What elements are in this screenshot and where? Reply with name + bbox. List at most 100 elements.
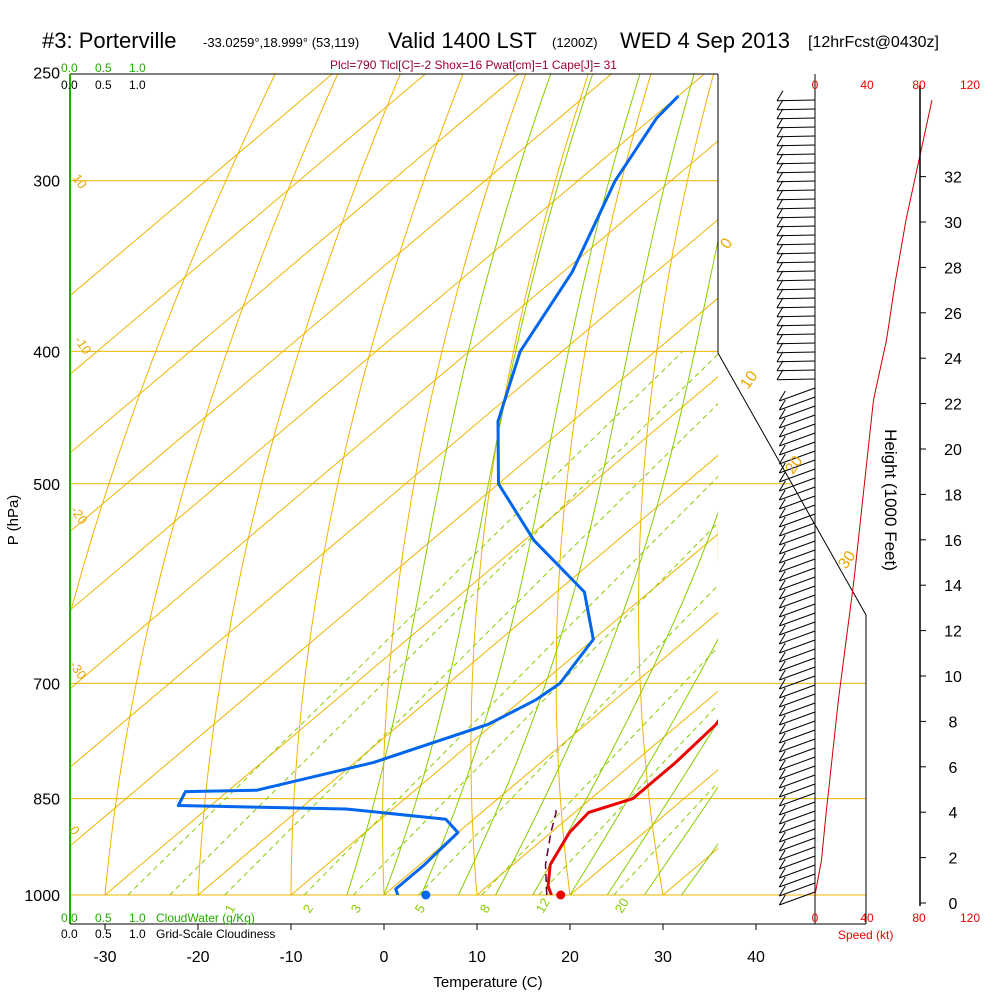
wind-barb-flag [778, 597, 786, 609]
wind-barb-flag [778, 741, 786, 753]
speed-top-tick-3: 120 [960, 78, 980, 92]
forecast-info: [12hrFcst@0430z] [808, 34, 939, 51]
wind-barb [776, 252, 816, 255]
wind-barb [779, 792, 816, 807]
dry-adiabat-line [638, 74, 715, 895]
wind-barb [776, 342, 816, 345]
wind-barb [776, 378, 816, 381]
wind-barb [779, 486, 816, 501]
wind-barb-flag [778, 885, 786, 897]
temperature-tick-label: 40 [747, 949, 765, 966]
height-tick-label: 0 [949, 896, 958, 913]
wind-barb-flag [778, 840, 786, 852]
wind-barb-flag [778, 660, 786, 672]
wind-barb [779, 855, 816, 870]
isotherm-line [70, 140, 718, 690]
speed-bottom-tick-0: 0 [812, 911, 819, 925]
wind-barb [779, 639, 816, 654]
wind-barb [779, 495, 816, 510]
wind-barb [776, 288, 816, 291]
cloudiness-top-tick-0: 0.0 [61, 78, 78, 92]
wind-barb-flag [776, 369, 784, 381]
height-axis-label: Height (1000 Feet) [881, 429, 900, 571]
wind-barb-flag [778, 750, 786, 762]
temperature-tick-label: 30 [654, 949, 672, 966]
wind-barb [779, 405, 816, 420]
wind-barb-flag [776, 324, 784, 336]
wind-barb-flag [776, 333, 784, 345]
height-tick-label: 30 [944, 215, 962, 232]
mixing-ratio-label: 5 [412, 902, 429, 916]
wind-barb-flag [778, 534, 786, 546]
wind-barb-flag [778, 867, 786, 879]
wind-barb [779, 666, 816, 681]
wind-barb [776, 369, 816, 372]
isotherm-label: 10 [70, 171, 91, 191]
mixing-ratio-line [224, 403, 718, 895]
mixing-ratio-label: 12 [533, 895, 553, 915]
dry-adiabat-label: 30 [835, 548, 859, 572]
wind-barb-flag [778, 435, 786, 447]
speed-top-tick-1: 40 [860, 78, 874, 92]
wind-barb-flag [778, 705, 786, 717]
wind-barb [779, 477, 816, 492]
mixing-ratio-label: 2 [300, 902, 317, 916]
wind-barb [779, 558, 816, 573]
wind-barb-flag [778, 732, 786, 744]
wind-barb-flag [778, 552, 786, 564]
moist-adiabats [346, 74, 718, 895]
cloudiness-top-tick-2: 1.0 [129, 78, 146, 92]
wind-barb [779, 864, 816, 879]
wind-barb [779, 675, 816, 690]
wind-barb [776, 360, 816, 363]
wind-barb-flag [778, 489, 786, 501]
dry-adiabat-line [470, 74, 589, 895]
wind-barb [779, 819, 816, 834]
isotherm-line [70, 218, 718, 769]
sounding-stats: Plcl=790 Tlcl[C]=-2 Shox=16 Pwat[cm]=1 C… [330, 58, 617, 72]
wind-barb [779, 801, 816, 816]
mixing-ratio-line [613, 781, 718, 895]
wind-barb-flag [778, 831, 786, 843]
wind-barb [776, 108, 816, 111]
moist-adiabat-line [420, 74, 641, 895]
wind-barb [776, 315, 816, 318]
wind-barb-flag [778, 561, 786, 573]
wind-barb [776, 126, 816, 129]
wind-barb-flag [778, 804, 786, 816]
temperature-line [546, 719, 718, 895]
wind-barb [776, 279, 816, 282]
wind-barb-flag [778, 669, 786, 681]
surface-markers [421, 890, 566, 900]
pressure-tick-label: 400 [33, 344, 60, 361]
dry-adiabat-line [290, 74, 464, 895]
wind-barb-flag [776, 342, 784, 354]
height-tick-label: 2 [949, 851, 958, 868]
wind-barb [776, 180, 816, 183]
moist-adiabat-line [495, 238, 718, 895]
wind-barb [776, 333, 816, 336]
wind-barb [776, 198, 816, 201]
wind-barb [779, 873, 816, 888]
wind-barb [779, 567, 816, 582]
wind-barb-flag [776, 252, 784, 264]
wind-barb-flag [778, 723, 786, 735]
cloudwater-top-tick-0: 0.0 [61, 61, 78, 75]
wind-barb-flag [776, 234, 784, 246]
valid-time: Valid 1400 LST [388, 28, 537, 53]
wind-barb [779, 387, 816, 402]
wind-barb-flag [776, 162, 784, 174]
wind-barb-flag [778, 408, 786, 420]
isotherm-line [70, 74, 427, 375]
wind-barb [779, 891, 816, 906]
dry-adiabat-line [796, 48, 857, 924]
wind-barb [779, 612, 816, 627]
wind-barb [779, 846, 816, 861]
pressure-axis-label: P (hPa) [5, 495, 22, 546]
temperature-axis-ticks: -30 -20 -10 0 10 20 30 40 [93, 924, 765, 966]
wind-barb-flag [778, 399, 786, 411]
mixing-ratio-label: 3 [348, 902, 365, 916]
wind-barb-flag [776, 90, 784, 102]
wind-barb [779, 468, 816, 483]
